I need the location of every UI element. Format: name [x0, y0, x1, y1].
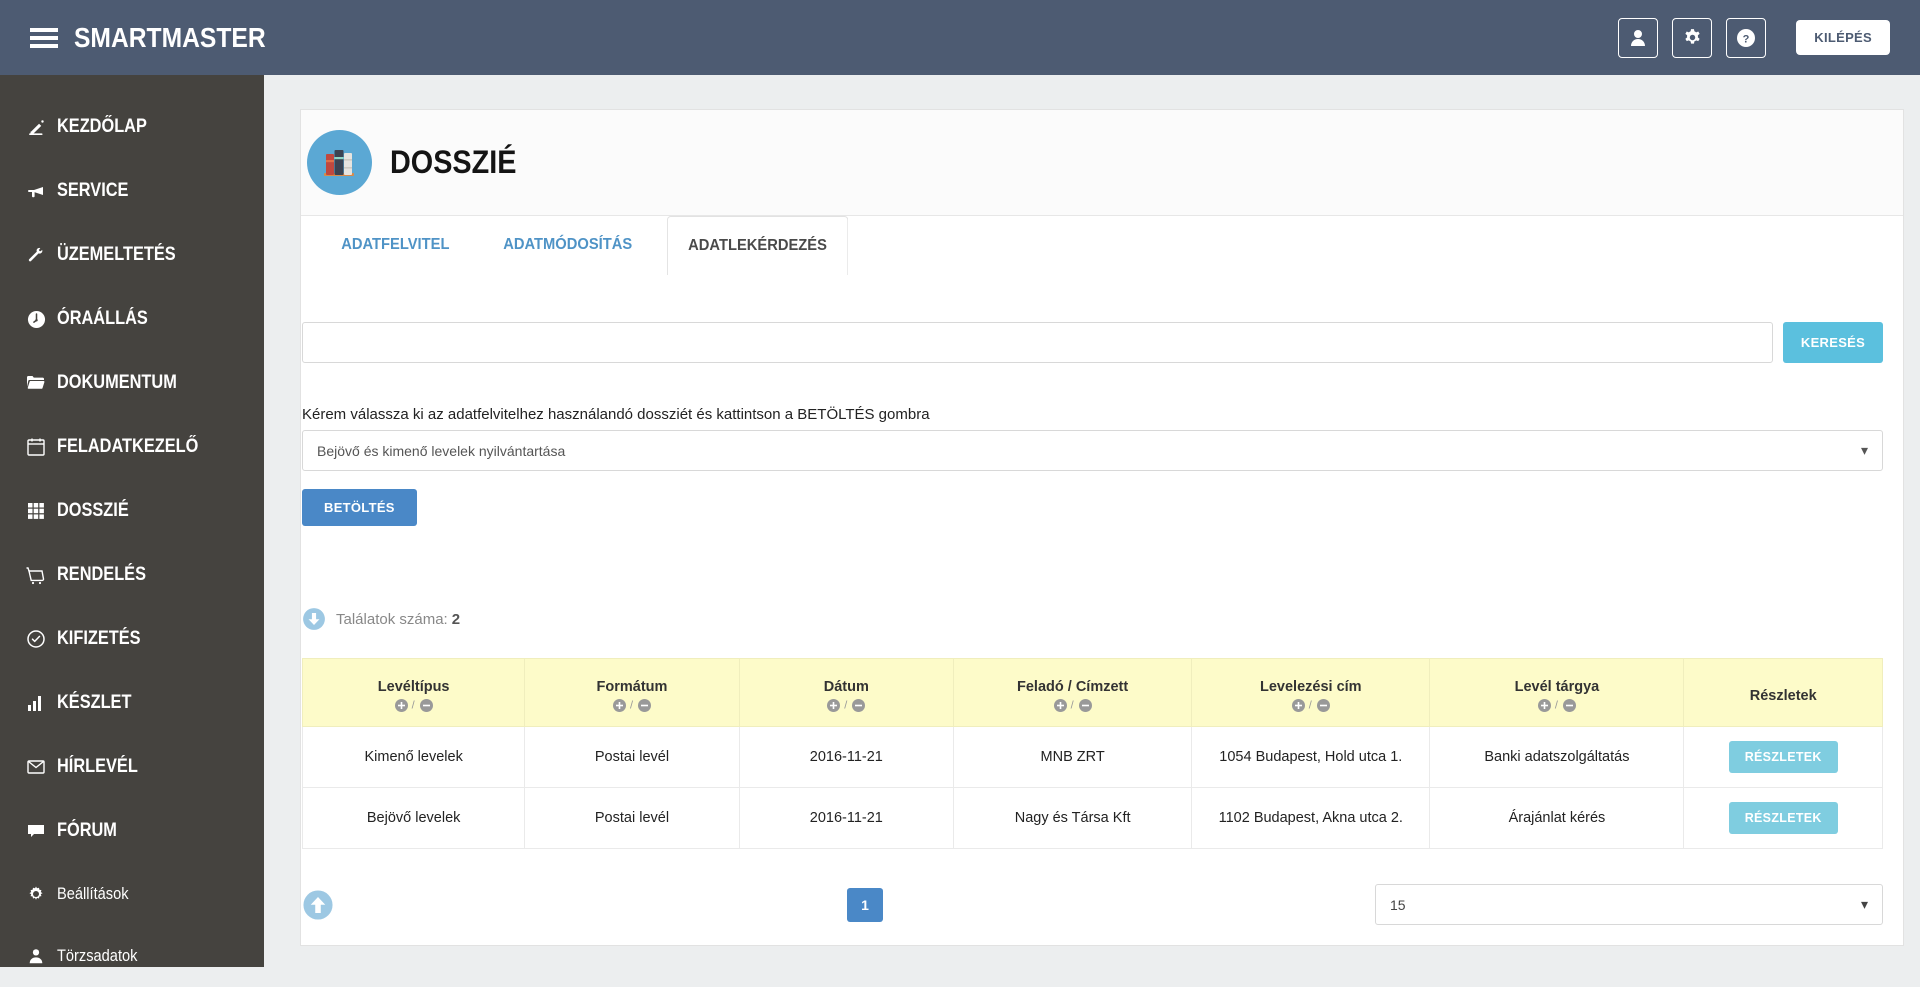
svg-text:?: ?: [1743, 33, 1750, 45]
